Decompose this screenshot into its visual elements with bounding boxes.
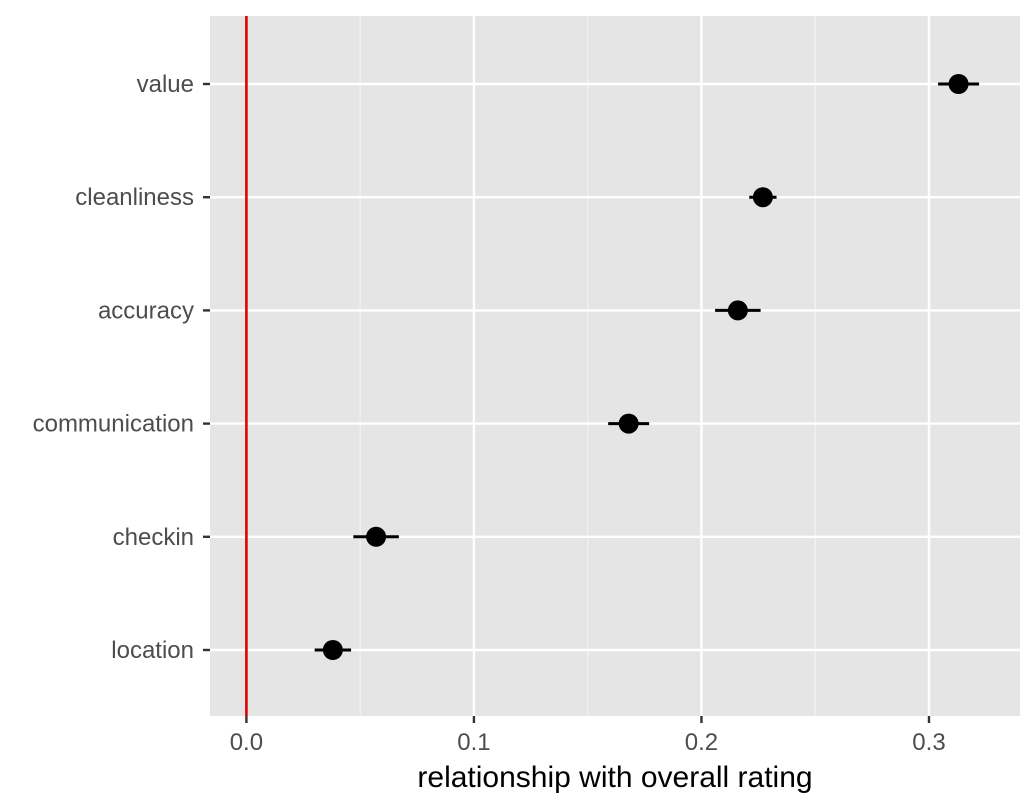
y-tick-label-checkin: checkin	[113, 524, 194, 551]
y-axis-ticks	[203, 82, 210, 652]
y-axis-tick-labels: value cleanliness accuracy communication che…	[33, 71, 194, 664]
panel-background	[210, 16, 1020, 716]
y-tick-label-value: value	[137, 71, 194, 98]
point-communication	[618, 413, 639, 434]
point-cleanliness	[752, 187, 773, 208]
x-axis-title: relationship with overall rating	[417, 761, 812, 794]
x-tick-label: 0.1	[457, 729, 490, 756]
x-tick-label: 0.3	[912, 729, 945, 756]
y-tick-label-cleanliness: cleanliness	[75, 184, 194, 211]
y-tick-label-accuracy: accuracy	[98, 297, 194, 324]
x-axis-tick-labels: 0.0 0.1 0.2 0.3	[230, 729, 946, 756]
point-checkin	[366, 526, 387, 547]
x-tick-label: 0.0	[230, 729, 263, 756]
y-tick-label-communication: communication	[33, 411, 194, 438]
point-accuracy	[727, 300, 748, 321]
estimate-points	[322, 74, 969, 660]
grid-minor-lines	[359, 16, 816, 716]
x-axis-ticks	[245, 716, 931, 723]
point-location	[322, 640, 343, 660]
point-value	[948, 74, 969, 94]
y-tick-label-location: location	[111, 637, 194, 664]
x-tick-label: 0.2	[685, 729, 718, 756]
